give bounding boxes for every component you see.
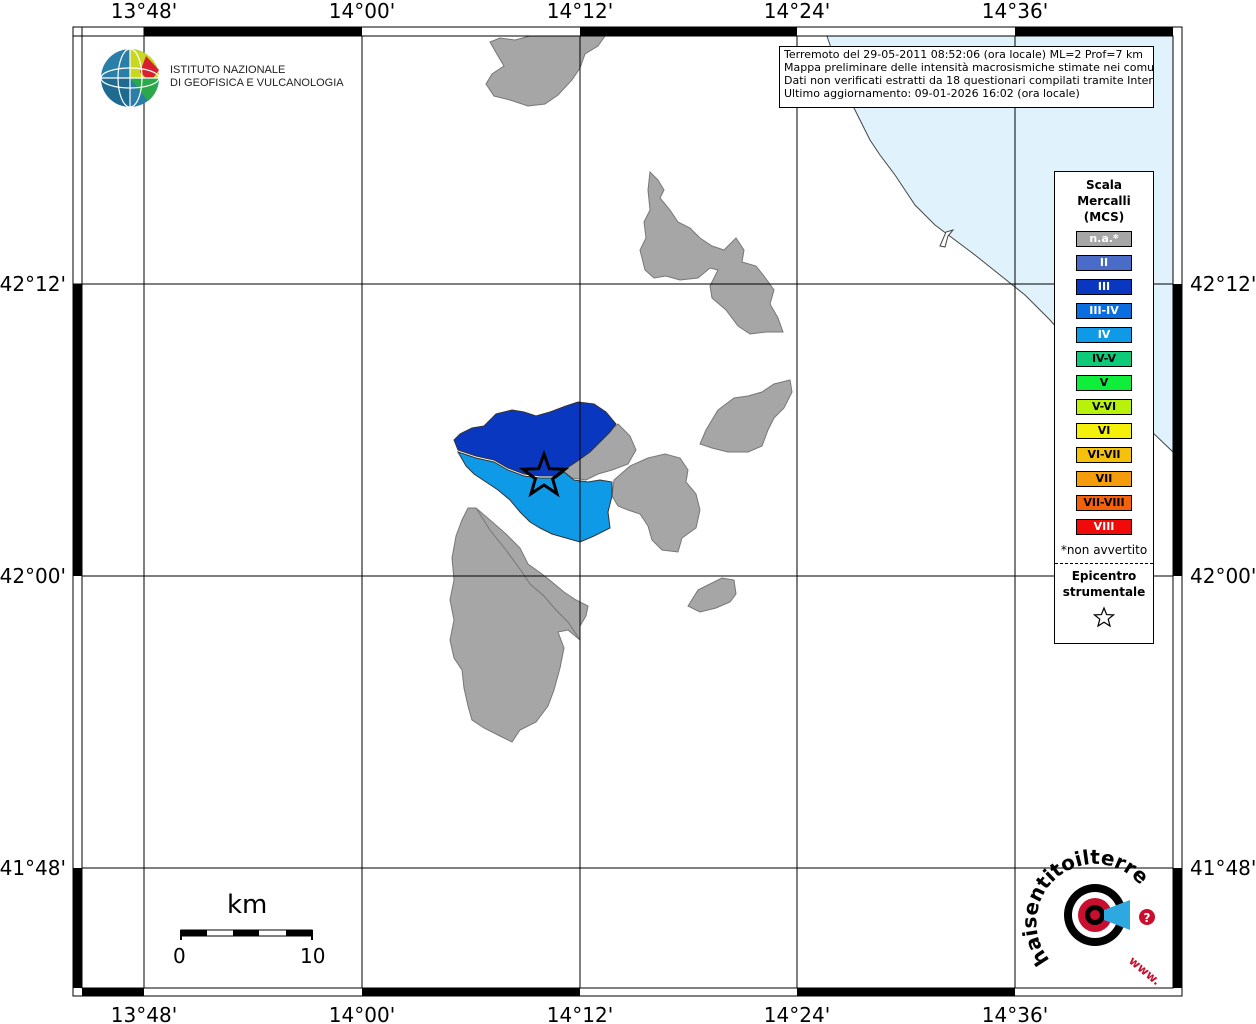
lon-tick-bottom: 14°24' bbox=[764, 1003, 830, 1024]
ingv-logo-icon bbox=[100, 48, 160, 108]
lat-tick-left: 41°48' bbox=[0, 856, 66, 880]
legend-item: II bbox=[1076, 255, 1132, 271]
legend-item: VI-VII bbox=[1076, 447, 1132, 463]
map-frame bbox=[72, 26, 1183, 997]
harbor-pier bbox=[939, 229, 955, 248]
lat-tick-right: 41°48' bbox=[1190, 856, 1256, 880]
mercalli-legend: Scala Mercalli (MCS) n.a.* II III III-IV IV I… bbox=[1054, 171, 1154, 644]
legend-note: *non avvertito bbox=[1060, 543, 1148, 557]
event-info-box: Terremoto del 29-05-2011 08:52:06 (ora l… bbox=[779, 46, 1154, 108]
legend-item: III-IV bbox=[1076, 303, 1132, 319]
legend-item: VII bbox=[1076, 471, 1132, 487]
municipality-boundary bbox=[475, 507, 581, 641]
lon-tick-top: 14°00' bbox=[329, 0, 395, 23]
legend-epicenter-label: Epicentro strumentale bbox=[1062, 569, 1146, 599]
municipality-northeast bbox=[639, 170, 784, 335]
legend-item: V bbox=[1076, 375, 1132, 391]
municipality-southwest bbox=[449, 507, 589, 743]
lon-tick-bottom: 14°12' bbox=[547, 1003, 613, 1024]
lon-tick-bottom: 14°36' bbox=[982, 1003, 1048, 1024]
lat-tick-left: 42°12' bbox=[0, 272, 66, 296]
lon-tick-top: 14°36' bbox=[982, 0, 1048, 23]
lat-tick-left: 42°00' bbox=[0, 564, 66, 588]
intensity-III-area bbox=[453, 401, 617, 477]
logo-line2: DI GEOFISICA E VULCANOLOGIA bbox=[170, 77, 344, 89]
legend-item: IV-V bbox=[1076, 351, 1132, 367]
svg-text:?: ? bbox=[1144, 911, 1151, 925]
legend-item: IV bbox=[1076, 327, 1132, 343]
ingv-logo-text: ISTITUTO NAZIONALE DI GEOFISICA E VULCAN… bbox=[170, 64, 344, 90]
info-line2: Mappa preliminare delle intensità macros… bbox=[784, 61, 1154, 74]
lat-tick-right: 42°12' bbox=[1190, 272, 1256, 296]
legend-item: VIII bbox=[1076, 519, 1132, 535]
info-line3: Dati non verificati estratti da 18 quest… bbox=[784, 74, 1154, 87]
scale-bar bbox=[180, 929, 313, 940]
municipality-east bbox=[611, 453, 701, 553]
legend-item: VI bbox=[1076, 423, 1132, 439]
lon-tick-bottom: 13°48' bbox=[111, 1003, 177, 1024]
legend-separator bbox=[1055, 563, 1153, 564]
haisentito-logo-icon: ? www. bbox=[1064, 884, 1163, 988]
legend-item: VII-VIII bbox=[1076, 495, 1132, 511]
info-line1: Terremoto del 29-05-2011 08:52:06 (ora l… bbox=[784, 48, 1144, 61]
logo-line1: ISTITUTO NAZIONALE bbox=[170, 64, 286, 76]
lon-tick-top: 13°48' bbox=[111, 0, 177, 23]
municipality-east-small bbox=[699, 379, 793, 453]
scale-max-label: 10 bbox=[300, 944, 326, 968]
lon-tick-bottom: 14°00' bbox=[329, 1003, 395, 1024]
www-label: www. bbox=[1126, 954, 1163, 989]
epicenter-star-icon[interactable] bbox=[518, 449, 570, 498]
scale-unit-label: km bbox=[227, 890, 268, 920]
info-line4: Ultimo aggiornamento: 09-01-2026 16:02 (… bbox=[784, 87, 1080, 100]
lon-tick-top: 14°24' bbox=[764, 0, 830, 23]
graticule bbox=[82, 36, 1173, 988]
lat-tick-right: 42°00' bbox=[1190, 564, 1256, 588]
legend-item: III bbox=[1076, 279, 1132, 295]
legend-star-icon bbox=[1055, 606, 1153, 632]
lon-tick-top: 14°12' bbox=[547, 0, 613, 23]
municipality-southeast-small bbox=[687, 577, 737, 613]
legend-title: Scala Mercalli (MCS) bbox=[1077, 178, 1131, 224]
municipality-north bbox=[485, 35, 606, 107]
legend-items: n.a.* II III III-IV IV IV-V V V-VI VI VI-VII VII VI… bbox=[1055, 231, 1153, 535]
scale-min-label: 0 bbox=[173, 944, 186, 968]
legend-item: n.a.* bbox=[1076, 231, 1132, 247]
legend-item: V-VI bbox=[1076, 399, 1132, 415]
